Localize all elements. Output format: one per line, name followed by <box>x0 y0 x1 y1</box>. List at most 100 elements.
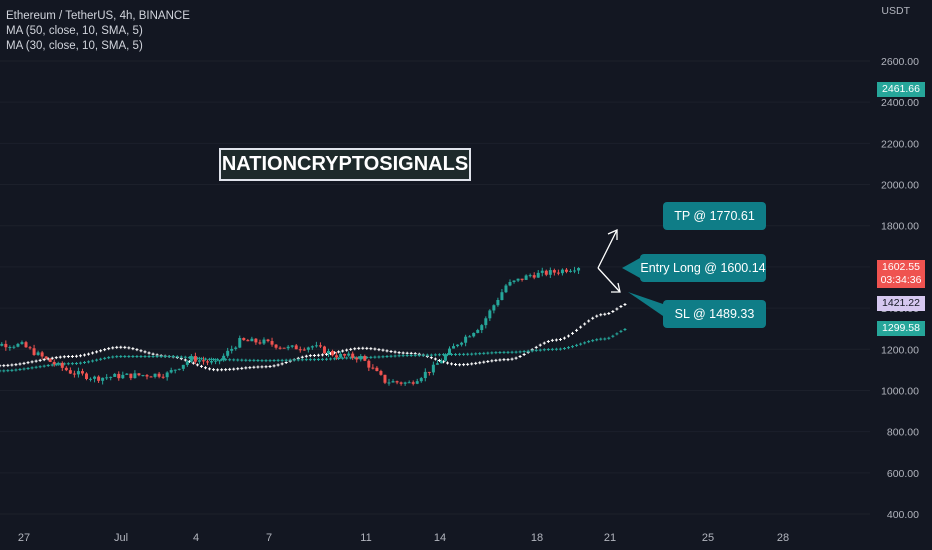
tp-arrow-shaft <box>597 229 618 269</box>
ma-marker <box>498 358 502 362</box>
ma-marker <box>579 325 583 329</box>
candle-body <box>177 368 181 370</box>
candle-body <box>258 342 262 344</box>
candle-body <box>355 357 359 360</box>
ma-marker <box>54 356 58 360</box>
candle-body <box>242 338 246 341</box>
candle-body <box>290 345 294 347</box>
x-tick-label: Jul <box>114 532 128 544</box>
candle-body <box>185 361 189 365</box>
candle-body <box>68 370 72 374</box>
candle-body <box>125 373 129 375</box>
ma-marker <box>316 358 320 362</box>
ma-marker <box>446 361 449 365</box>
tp-callout[interactable]: TP @ 1770.61 <box>663 202 766 230</box>
entry-callout[interactable]: Entry Long @ 1600.14 <box>640 254 766 282</box>
ma-marker <box>228 358 232 362</box>
candle-body <box>76 371 80 375</box>
ma-marker <box>111 355 115 359</box>
ma-marker <box>30 366 34 370</box>
candle-body <box>363 356 367 361</box>
watermark-banner: NATIONCRYPTOSIGNALS <box>219 148 471 181</box>
ma-marker <box>490 351 494 355</box>
candle-body <box>544 270 548 275</box>
ma-marker <box>486 360 490 364</box>
indicator-ma50[interactable]: MA (50, close, 10, SMA, 5) <box>6 25 143 37</box>
ma-marker <box>296 358 300 362</box>
ma-marker <box>135 348 139 352</box>
ma-marker <box>103 356 107 360</box>
candle-body <box>351 353 355 358</box>
ma-marker <box>567 346 570 350</box>
ma-marker <box>115 345 119 349</box>
ma-marker <box>212 358 216 362</box>
ma-marker <box>393 354 397 358</box>
y-axis-ticks: 400.00600.00800.001000.001200.001400.001… <box>881 56 919 521</box>
ma-marker <box>462 363 466 367</box>
x-tick-label: 21 <box>604 532 616 544</box>
candle-body <box>145 375 149 377</box>
candle-body <box>439 360 443 364</box>
ma-marker <box>558 347 562 351</box>
candle-body <box>552 270 556 273</box>
ma-marker <box>256 359 260 363</box>
ma-marker <box>260 359 264 363</box>
ma-marker <box>304 354 308 358</box>
ma-marker <box>329 357 333 361</box>
candle-body <box>250 338 254 342</box>
ma-marker <box>300 355 304 359</box>
ma-marker <box>433 353 437 357</box>
ma-marker <box>567 334 570 338</box>
ma-marker <box>397 354 401 358</box>
ma-marker <box>312 358 316 362</box>
candle-body <box>464 336 468 343</box>
ma-marker <box>175 355 179 359</box>
ma-marker <box>252 365 256 369</box>
ma-marker <box>83 361 86 365</box>
candle-body <box>193 356 197 362</box>
ma-marker <box>87 360 91 364</box>
candle-body <box>56 362 60 365</box>
ma-marker <box>607 311 611 315</box>
ma-marker <box>300 358 304 362</box>
ma-marker <box>587 340 591 344</box>
ma-marker <box>417 353 421 357</box>
ma-marker <box>522 352 526 356</box>
ma-marker <box>147 354 151 358</box>
ma-marker <box>546 339 550 343</box>
sl-callout[interactable]: SL @ 1489.33 <box>663 300 766 328</box>
ma-marker <box>22 361 26 365</box>
ma-marker <box>87 352 91 356</box>
ma-marker <box>458 363 462 367</box>
ma-marker <box>365 346 369 350</box>
ma-marker <box>482 360 486 364</box>
ma-marker <box>433 357 437 361</box>
ma-marker <box>558 338 562 341</box>
candle-body <box>109 376 113 378</box>
candle-body <box>210 361 214 363</box>
candle-body <box>524 275 528 280</box>
candle-body <box>165 372 169 378</box>
candle-body <box>375 367 379 372</box>
ma-marker <box>42 364 46 368</box>
ma-marker <box>10 368 14 372</box>
candle-body <box>310 346 314 348</box>
ma-marker <box>575 328 579 332</box>
candle-body <box>226 350 230 356</box>
candle-body <box>488 310 492 319</box>
x-tick-label: 11 <box>360 532 371 544</box>
ma-marker <box>591 339 595 343</box>
candle-body <box>254 338 258 343</box>
candle-body <box>327 350 330 354</box>
indicator-ma30[interactable]: MA (30, close, 10, SMA, 5) <box>6 40 143 52</box>
ma-marker <box>341 356 345 360</box>
ma-marker <box>393 350 397 354</box>
ma-marker <box>466 362 470 366</box>
candle-body <box>520 278 524 280</box>
current-price: 1602.55 <box>882 261 920 273</box>
ma-marker <box>208 367 212 371</box>
ma-marker <box>244 358 248 362</box>
candle-body <box>222 355 226 361</box>
y-tick-label: 1200.00 <box>881 344 919 356</box>
